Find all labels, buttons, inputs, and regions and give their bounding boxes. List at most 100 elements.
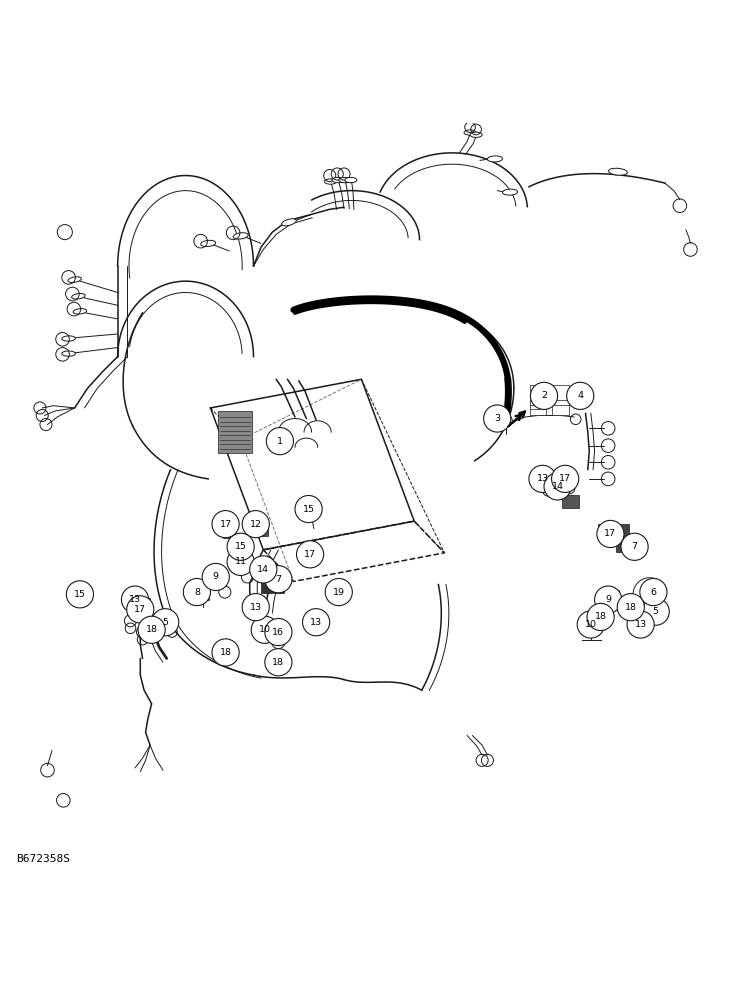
Text: 18: 18: [146, 625, 157, 634]
Circle shape: [67, 581, 94, 608]
Text: 13: 13: [129, 595, 141, 604]
Circle shape: [642, 598, 669, 625]
Circle shape: [544, 473, 572, 500]
Bar: [135, 598, 150, 613]
Circle shape: [484, 405, 511, 432]
Bar: [254, 527, 268, 536]
Circle shape: [212, 511, 239, 538]
Ellipse shape: [62, 336, 76, 341]
Circle shape: [152, 609, 178, 636]
Circle shape: [578, 611, 604, 638]
Text: 15: 15: [302, 505, 314, 514]
Circle shape: [617, 594, 644, 621]
Circle shape: [227, 533, 254, 560]
Circle shape: [594, 586, 621, 613]
Circle shape: [302, 609, 330, 636]
Text: 7: 7: [631, 542, 637, 551]
Text: 17: 17: [304, 550, 316, 559]
Circle shape: [266, 428, 293, 455]
Bar: [607, 590, 619, 603]
Text: 6: 6: [650, 588, 656, 597]
Bar: [562, 495, 579, 508]
Circle shape: [265, 618, 292, 646]
Text: 18: 18: [595, 612, 606, 621]
Bar: [222, 531, 234, 538]
Circle shape: [265, 566, 292, 593]
Ellipse shape: [464, 130, 476, 135]
Circle shape: [265, 649, 292, 676]
Circle shape: [212, 639, 239, 666]
Bar: [218, 411, 252, 453]
Text: 5: 5: [652, 607, 658, 616]
Ellipse shape: [72, 293, 85, 299]
Text: 12: 12: [249, 520, 262, 529]
Bar: [256, 564, 271, 575]
Text: 9: 9: [212, 572, 218, 581]
Text: B672358S: B672358S: [16, 854, 70, 864]
Text: 13: 13: [249, 603, 262, 612]
Text: 17: 17: [219, 520, 231, 529]
Text: 11: 11: [234, 557, 246, 566]
Text: 18: 18: [219, 648, 231, 657]
Circle shape: [325, 578, 352, 606]
Ellipse shape: [332, 177, 344, 183]
Ellipse shape: [339, 177, 351, 183]
Bar: [197, 589, 209, 600]
Circle shape: [242, 511, 269, 538]
Text: 17: 17: [135, 605, 147, 614]
Circle shape: [567, 382, 593, 409]
Ellipse shape: [345, 177, 357, 183]
Circle shape: [295, 495, 322, 523]
Circle shape: [122, 586, 149, 613]
Text: 5: 5: [163, 618, 168, 627]
Ellipse shape: [488, 156, 503, 162]
Circle shape: [587, 603, 614, 631]
Text: 2: 2: [541, 391, 547, 400]
Bar: [530, 385, 547, 415]
Text: 18: 18: [624, 603, 637, 612]
Bar: [261, 576, 284, 593]
Circle shape: [529, 465, 556, 492]
Text: 17: 17: [559, 474, 571, 483]
Text: 18: 18: [272, 658, 284, 667]
Bar: [271, 625, 285, 634]
Circle shape: [621, 533, 648, 560]
Ellipse shape: [200, 240, 215, 247]
Ellipse shape: [73, 309, 87, 314]
Circle shape: [596, 520, 624, 548]
Circle shape: [227, 548, 254, 575]
Circle shape: [202, 563, 229, 591]
Circle shape: [249, 556, 277, 583]
Text: 14: 14: [257, 565, 269, 574]
Text: 13: 13: [537, 474, 549, 483]
Text: 15: 15: [234, 542, 246, 551]
Text: 14: 14: [552, 482, 563, 491]
Text: 8: 8: [194, 588, 200, 597]
Circle shape: [183, 578, 210, 606]
Text: 15: 15: [74, 590, 86, 599]
Ellipse shape: [503, 189, 518, 195]
Circle shape: [552, 465, 579, 492]
Text: 19: 19: [333, 588, 345, 597]
Ellipse shape: [324, 179, 336, 184]
Ellipse shape: [62, 351, 76, 356]
Bar: [330, 585, 349, 599]
Text: 4: 4: [578, 391, 583, 400]
Text: 17: 17: [604, 529, 616, 538]
Bar: [598, 524, 628, 539]
Text: 10: 10: [259, 625, 271, 634]
Text: 7: 7: [275, 575, 281, 584]
Text: 1: 1: [277, 437, 283, 446]
Circle shape: [296, 541, 324, 568]
Ellipse shape: [282, 219, 296, 226]
Circle shape: [251, 616, 278, 643]
Text: 13: 13: [310, 618, 322, 627]
Circle shape: [127, 596, 154, 623]
Text: 16: 16: [272, 628, 284, 637]
Circle shape: [242, 594, 269, 621]
Text: 3: 3: [494, 414, 500, 423]
Text: 13: 13: [634, 620, 646, 629]
Circle shape: [138, 616, 166, 643]
Text: 9: 9: [605, 595, 611, 604]
Text: 10: 10: [585, 620, 596, 629]
